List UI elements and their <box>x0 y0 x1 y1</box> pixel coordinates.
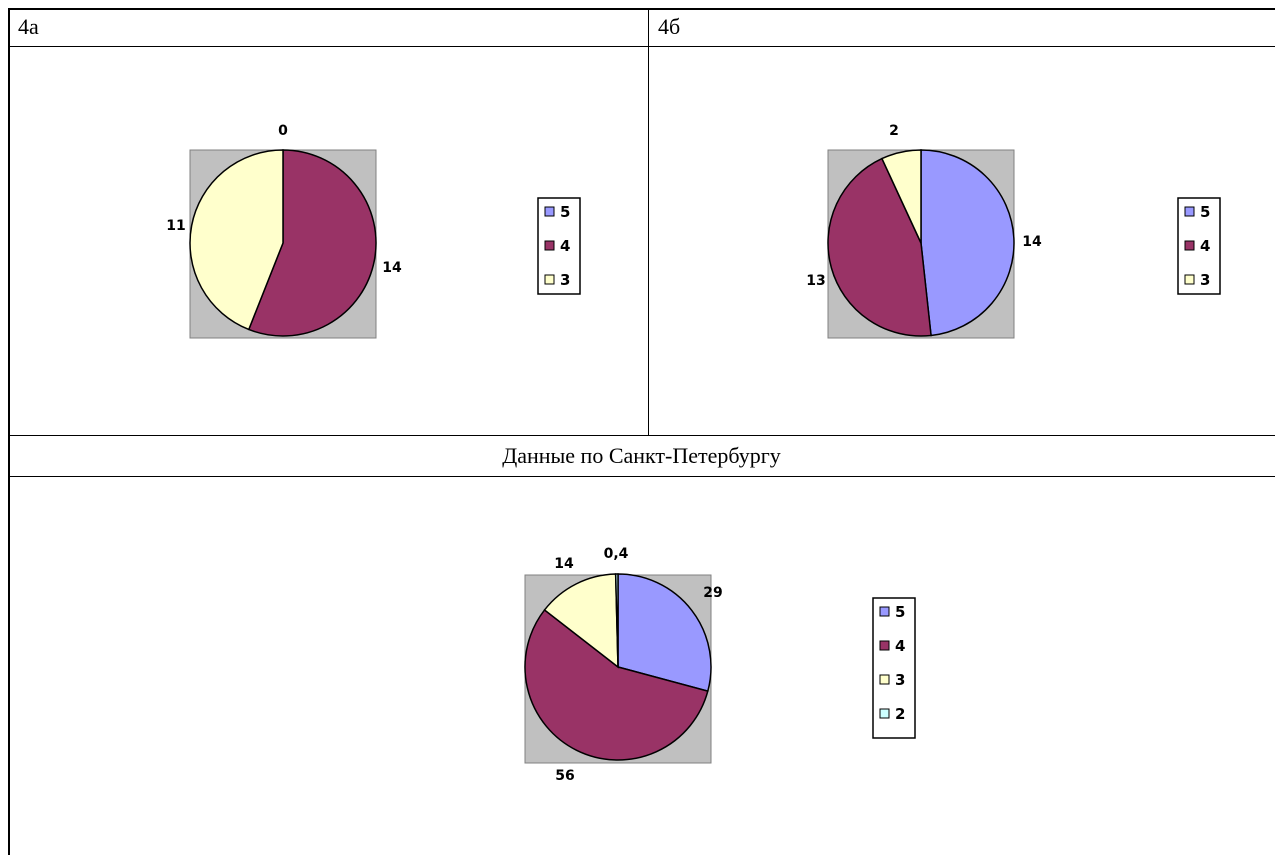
legend-swatch-4 <box>879 640 890 651</box>
table-border-top <box>8 8 1275 10</box>
table-row-divider-3 <box>8 476 1275 477</box>
pie-slice-5 <box>920 149 1015 337</box>
table-column-divider <box>648 8 649 436</box>
legend-swatch-3 <box>1184 274 1195 285</box>
data-label-3: 2 <box>889 123 899 139</box>
data-label-5: 14 <box>1022 234 1042 250</box>
pie-chart-spb: 29 56 14 0,4 5 4 3 2 <box>524 546 916 784</box>
data-label-4: 56 <box>555 768 574 784</box>
table-border-left <box>8 8 10 855</box>
pie-slice-3 <box>880 149 922 244</box>
data-label-4: 14 <box>382 260 402 276</box>
pie-chart-4b: 14 13 2 5 4 3 <box>806 123 1221 339</box>
data-label-3: 11 <box>166 218 185 234</box>
legend-swatch-5 <box>879 606 890 617</box>
data-label-3: 14 <box>554 556 574 572</box>
table-row-divider-1 <box>8 46 1275 47</box>
legend-label-3: 3 <box>895 671 905 689</box>
legend-box <box>1177 197 1221 295</box>
legend-label-4: 4 <box>560 237 570 255</box>
legend-label-2: 2 <box>895 705 905 723</box>
legend-label-3: 3 <box>1200 271 1210 289</box>
data-label-2: 0,4 <box>604 546 629 562</box>
legend-label-5: 5 <box>1200 203 1210 221</box>
legend-swatch-3 <box>879 674 890 685</box>
pie-slice-5 <box>617 573 712 693</box>
pie-chart-4a: 0 14 11 5 4 3 <box>166 123 581 339</box>
legend-swatch-5 <box>1184 206 1195 217</box>
legend-label-4: 4 <box>1200 237 1210 255</box>
pie-slice-4 <box>827 157 932 337</box>
legend-swatch-3 <box>544 274 555 285</box>
header-4b: 4б <box>658 14 681 39</box>
pie-slice-3 <box>543 573 619 669</box>
data-label-5: 0 <box>278 123 288 139</box>
legend-swatch-4 <box>1184 240 1195 251</box>
legend-label-5: 5 <box>560 203 570 221</box>
section-title: Данные по Санкт-Петербургу <box>502 443 781 468</box>
legend-box <box>872 597 916 739</box>
pie-slice-2 <box>614 573 619 668</box>
legend-label-4: 4 <box>895 637 905 655</box>
data-label-5: 29 <box>703 585 722 601</box>
legend-swatch-5 <box>544 206 555 217</box>
legend-swatch-4 <box>544 240 555 251</box>
data-label-4: 13 <box>806 273 825 289</box>
legend-label-5: 5 <box>895 603 905 621</box>
pie-slice-4 <box>524 608 709 761</box>
legend-box <box>537 197 581 295</box>
pie-slice-3 <box>189 149 284 331</box>
header-4a: 4а <box>18 14 39 39</box>
legend-label-3: 3 <box>560 271 570 289</box>
pie-slice-4 <box>247 149 377 337</box>
table-row-divider-2 <box>8 435 1275 436</box>
legend-swatch-2 <box>879 708 890 719</box>
